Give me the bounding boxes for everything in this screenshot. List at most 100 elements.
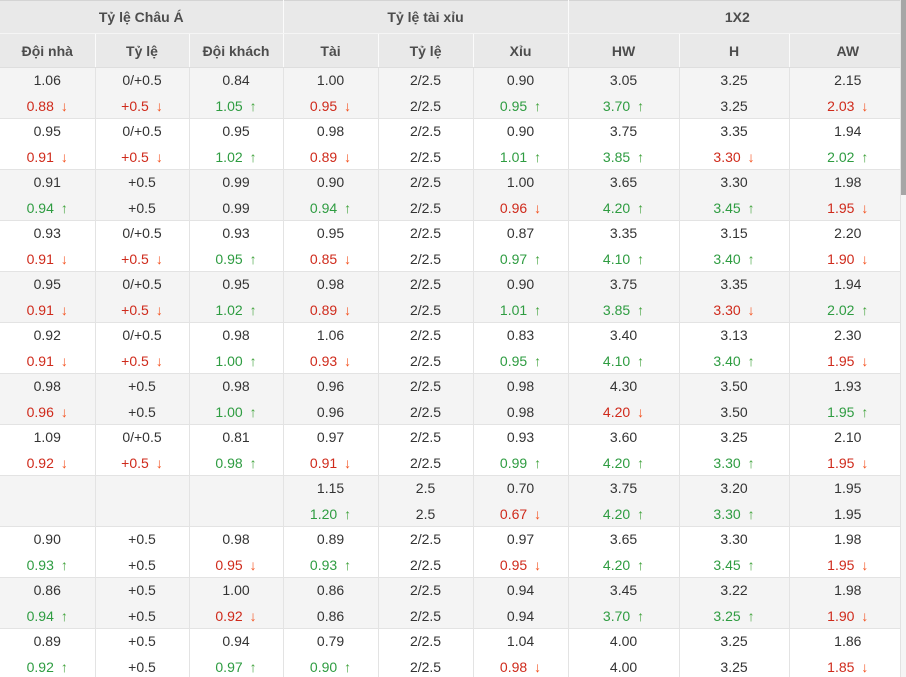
odds-cell: 0.93 0.99 ↑ [473,424,569,476]
odds-cell: 3.65 4.20 ↑ [568,526,680,578]
odds-opening-value: 2.30 [834,327,862,343]
trend-up-icon: ↑ [861,301,869,318]
odds-cell: 1.98 1.95 ↓ [789,169,906,221]
odds-opening-value: 3.75 [609,123,638,139]
odds-cell: 0/+0.5 +0.5 ↓ [95,118,190,170]
odds-live-value: +0.5 [121,148,149,165]
odds-live-value: 0.95 [215,250,243,267]
odds-live-value: 0.96 [499,199,528,216]
odds-live-line: 0.94 [474,603,568,628]
trend-down-icon: ↓ [534,556,542,573]
odds-cell: 0.93 0.91 ↓ [0,220,96,272]
odds-cell: 0.84 1.05 ↑ [189,67,284,119]
scrollbar-thumb[interactable] [901,0,906,195]
odds-row: 1.15 1.20 ↑ 2.5 2.5 0.70 0.67 ↓ 3.75 4.20 ↑ 3.20 3.3… [0,475,906,527]
odds-live-value: 0.93 [26,556,54,573]
odds-live-value: +0.5 [121,454,149,471]
odds-live-value: 0.95 [215,556,243,573]
odds-opening-value: 1.00 [316,72,345,88]
odds-live-line: 0.89 ↓ [284,144,378,169]
trend-up-icon: ↑ [534,301,542,318]
odds-opening-value: 1.94 [834,276,862,292]
odds-live-line: 0.95 ↓ [474,552,568,577]
trend-up-icon: ↑ [637,148,645,165]
trend-up-icon: ↑ [534,250,542,267]
odds-opening-value: 2/2.5 [409,378,442,394]
odds-live-value: +0.5 [121,97,149,114]
odds-opening-value: 0.86 [316,582,345,598]
odds-cell: 1.06 0.93 ↓ [283,322,379,374]
odds-opening-value: 3.30 [720,531,748,547]
odds-live-line: 0.96 ↓ [0,399,95,424]
odds-live-value: 0.96 [26,403,54,420]
odds-row: 0.91 0.94 ↑ +0.5 +0.5 0.99 0.99 0.90 0.94 ↑ 2/2.5 2… [0,169,906,221]
odds-cell: 0.90 1.01 ↑ [473,118,569,170]
odds-opening-value: 0/+0.5 [122,327,162,343]
odds-opening-value: 0.94 [506,582,535,598]
odds-opening-value: +0.5 [128,582,156,598]
odds-row: 0.90 0.93 ↑ +0.5 +0.5 0.98 0.95 ↓ 0.89 0.93 ↑ 2/2.5… [0,526,906,578]
group-header-row: Tỷ lệ Châu Á Tỷ lệ tài xỉu 1X2 [0,0,906,34]
odds-cell: 1.06 0.88 ↓ [0,67,96,119]
trend-up-icon: ↑ [60,658,68,675]
odds-cell: 3.13 3.40 ↑ [679,322,790,374]
trend-down-icon: ↓ [249,556,257,573]
odds-cell: 0.92 0.91 ↓ [0,322,96,374]
odds-opening-value: 0.98 [506,378,535,394]
odds-live-line: +0.5 ↓ [96,297,189,322]
odds-live-line: 2/2.5 [379,399,473,424]
odds-live-value: 3.30 [713,454,741,471]
odds-live-line: +0.5 [96,603,189,628]
odds-cell: 0.86 0.86 [283,577,379,629]
odds-cell: 2/2.5 2/2.5 [378,322,474,374]
odds-opening-value: 3.20 [720,480,748,496]
odds-opening-value: 0.96 [316,378,345,394]
odds-live-line: 1.02 ↑ [190,144,283,169]
odds-cell: 3.65 4.20 ↑ [568,169,680,221]
odds-live-value: 0.89 [309,148,338,165]
odds-cell: 2.10 1.95 ↓ [789,424,906,476]
trend-up-icon: ↑ [637,301,645,318]
odds-live-value: 4.20 [602,199,631,216]
odds-live-value: 2.03 [827,97,855,114]
odds-live-value: 0.91 [26,148,54,165]
odds-cell: 0.97 0.95 ↓ [473,526,569,578]
odds-cell: 0.89 0.92 ↑ [0,628,96,677]
odds-live-value: 1.95 [827,454,855,471]
odds-cell: 0.95 0.91 ↓ [0,118,96,170]
odds-opening-value: 1.98 [834,174,862,190]
odds-live-value: 4.00 [609,658,638,675]
odds-live-value: 0.97 [215,658,243,675]
odds-table-header: Tỷ lệ Châu Á Tỷ lệ tài xỉu 1X2 Đội nhà T… [0,0,906,68]
odds-live-line: 2/2.5 [379,654,473,677]
odds-cell: 1.00 0.96 ↓ [473,169,569,221]
odds-live-line: 2/2.5 [379,195,473,220]
odds-live-value: 4.20 [602,556,631,573]
odds-live-line: 0.93 ↓ [284,348,378,373]
odds-live-line: 0.91 ↓ [0,297,95,322]
trend-down-icon: ↓ [861,607,869,624]
odds-cell: 1.95 1.95 [789,475,906,527]
odds-live-line: 4.20 ↑ [569,552,679,577]
vertical-scrollbar[interactable] [900,0,906,677]
odds-opening-value: 0/+0.5 [122,72,162,88]
odds-live-value: +0.5 [128,403,156,420]
odds-opening-value: 0.98 [222,531,250,547]
odds-live-line: +0.5 [96,195,189,220]
odds-opening-value: 3.75 [609,276,638,292]
odds-opening-value: 2/2.5 [409,174,442,190]
odds-opening-value: 0.95 [222,123,250,139]
column-header-h: H [679,33,790,68]
odds-live-line: 2.02 ↑ [790,144,906,169]
trend-down-icon: ↓ [534,658,542,675]
odds-opening-value: 1.95 [834,480,862,496]
odds-live-value: 0.96 [316,403,345,420]
odds-cell: 0.95 1.02 ↑ [189,118,284,170]
odds-cell: 0.98 1.00 ↑ [189,373,284,425]
odds-opening-value: 0.95 [316,225,345,241]
odds-cell: 3.22 3.25 ↑ [679,577,790,629]
odds-live-value: 1.90 [827,250,855,267]
odds-live-line: 0.67 ↓ [474,501,568,526]
odds-opening-value: 3.15 [720,225,748,241]
